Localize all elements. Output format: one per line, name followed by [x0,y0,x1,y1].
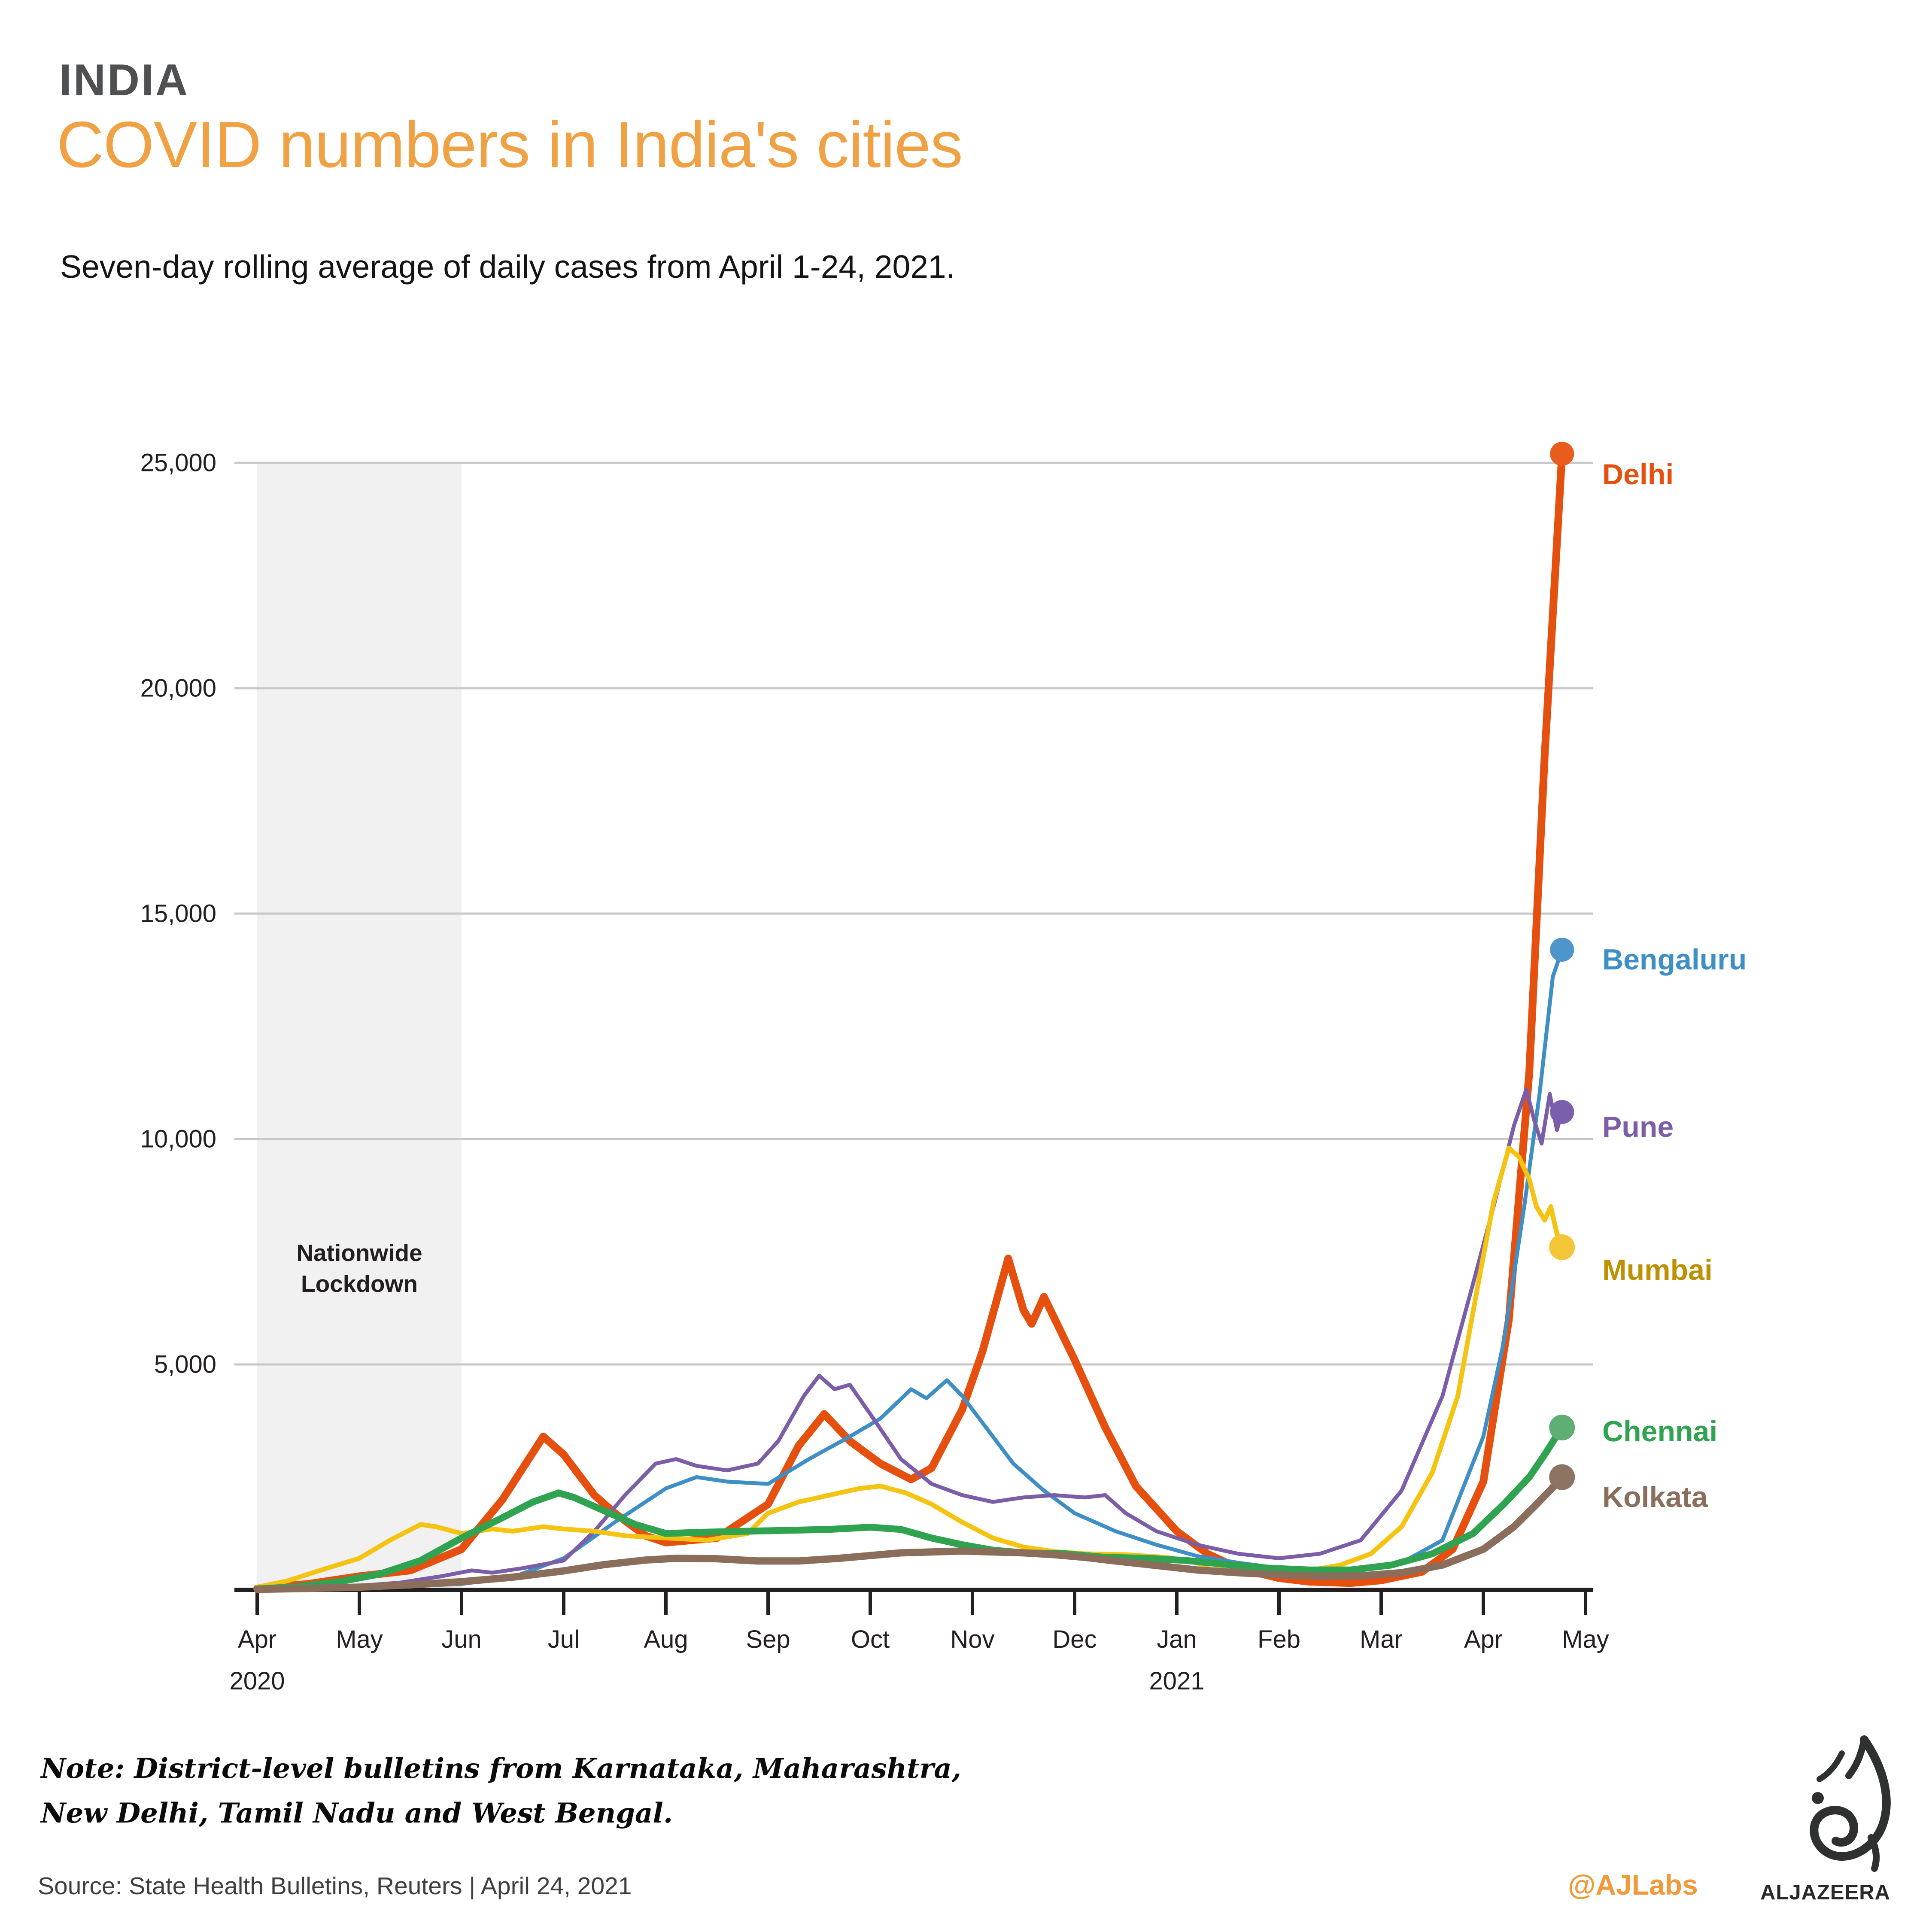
x-tick-label-2: Jun [441,1625,482,1653]
footnote-line-2: New Delhi, Tamil Nadu and West Bengal. [41,1797,673,1829]
series-line-kolkata [253,1473,1566,1593]
y-tick-label-15000: 15,000 [140,900,216,928]
x-tick-label-9: Jan [1157,1625,1197,1653]
city-label-bengaluru: Bengaluru [1602,943,1747,976]
chart-subtitle: Seven-day rolling average of daily cases… [60,249,955,285]
source-line: Source: State Health Bulletins, Reuters … [38,1872,632,1900]
series-end-dot-delhi [1550,442,1574,466]
series-line-mumbai [255,1145,1564,1590]
y-tick-label-25000: 25,000 [140,449,216,477]
lockdown-label-line-2: Lockdown [301,1270,418,1297]
city-label-chennai: Chennai [1602,1415,1717,1448]
x-tick-label-8: Dec [1052,1625,1097,1653]
lockdown-band [257,463,462,1590]
x-tick-label-3: Jul [548,1625,580,1653]
series-end-dot-chennai [1549,1415,1575,1440]
x-year-label-2021: 2021 [1149,1667,1204,1695]
series-end-dot-bengaluru [1550,938,1574,962]
kicker-india: INDIA [59,55,190,105]
x-tick-label-13: May [1562,1625,1609,1653]
series-line-pune [255,1088,1564,1591]
x-tick-label-10: Feb [1258,1625,1300,1653]
x-tick-label-7: Nov [950,1625,994,1653]
city-label-pune: Pune [1602,1111,1674,1143]
aljazeera-logo-mark [1810,1735,1891,1872]
x-tick-label-4: Aug [644,1625,688,1653]
page-title: COVID numbers in India's cities [57,108,963,181]
series-end-dot-mumbai [1549,1234,1575,1260]
x-tick-label-11: Mar [1360,1625,1403,1653]
x-tick-label-5: Sep [746,1625,790,1653]
x-tick-label-12: Apr [1464,1625,1503,1653]
city-label-kolkata: Kolkata [1602,1481,1708,1513]
y-tick-label-5000: 5,000 [154,1351,216,1379]
ajlabs-credit: @AJLabs [1568,1869,1698,1901]
x-tick-label-0: Apr [238,1625,276,1653]
series-line-chennai [254,1424,1566,1592]
series-end-dot-pune [1550,1100,1574,1124]
x-year-label-2020: 2020 [229,1667,285,1695]
series-line-delhi [253,450,1566,1592]
series-end-dot-kolkata [1549,1464,1575,1490]
x-tick-label-1: May [336,1625,383,1653]
footnote: Note: District-level bulletins from Karn… [41,1747,961,1835]
lockdown-label-line-1: Nationwide [296,1239,422,1266]
city-label-mumbai: Mumbai [1602,1254,1713,1286]
y-tick-label-20000: 20,000 [140,674,216,702]
y-tick-label-10000: 10,000 [140,1125,216,1153]
footnote-line-1: Note: District-level bulletins from Karn… [41,1753,962,1785]
aljazeera-wordmark: ALJAZEERA [1760,1881,1891,1904]
x-tick-label-6: Oct [851,1625,890,1653]
city-label-delhi: Delhi [1602,458,1674,491]
